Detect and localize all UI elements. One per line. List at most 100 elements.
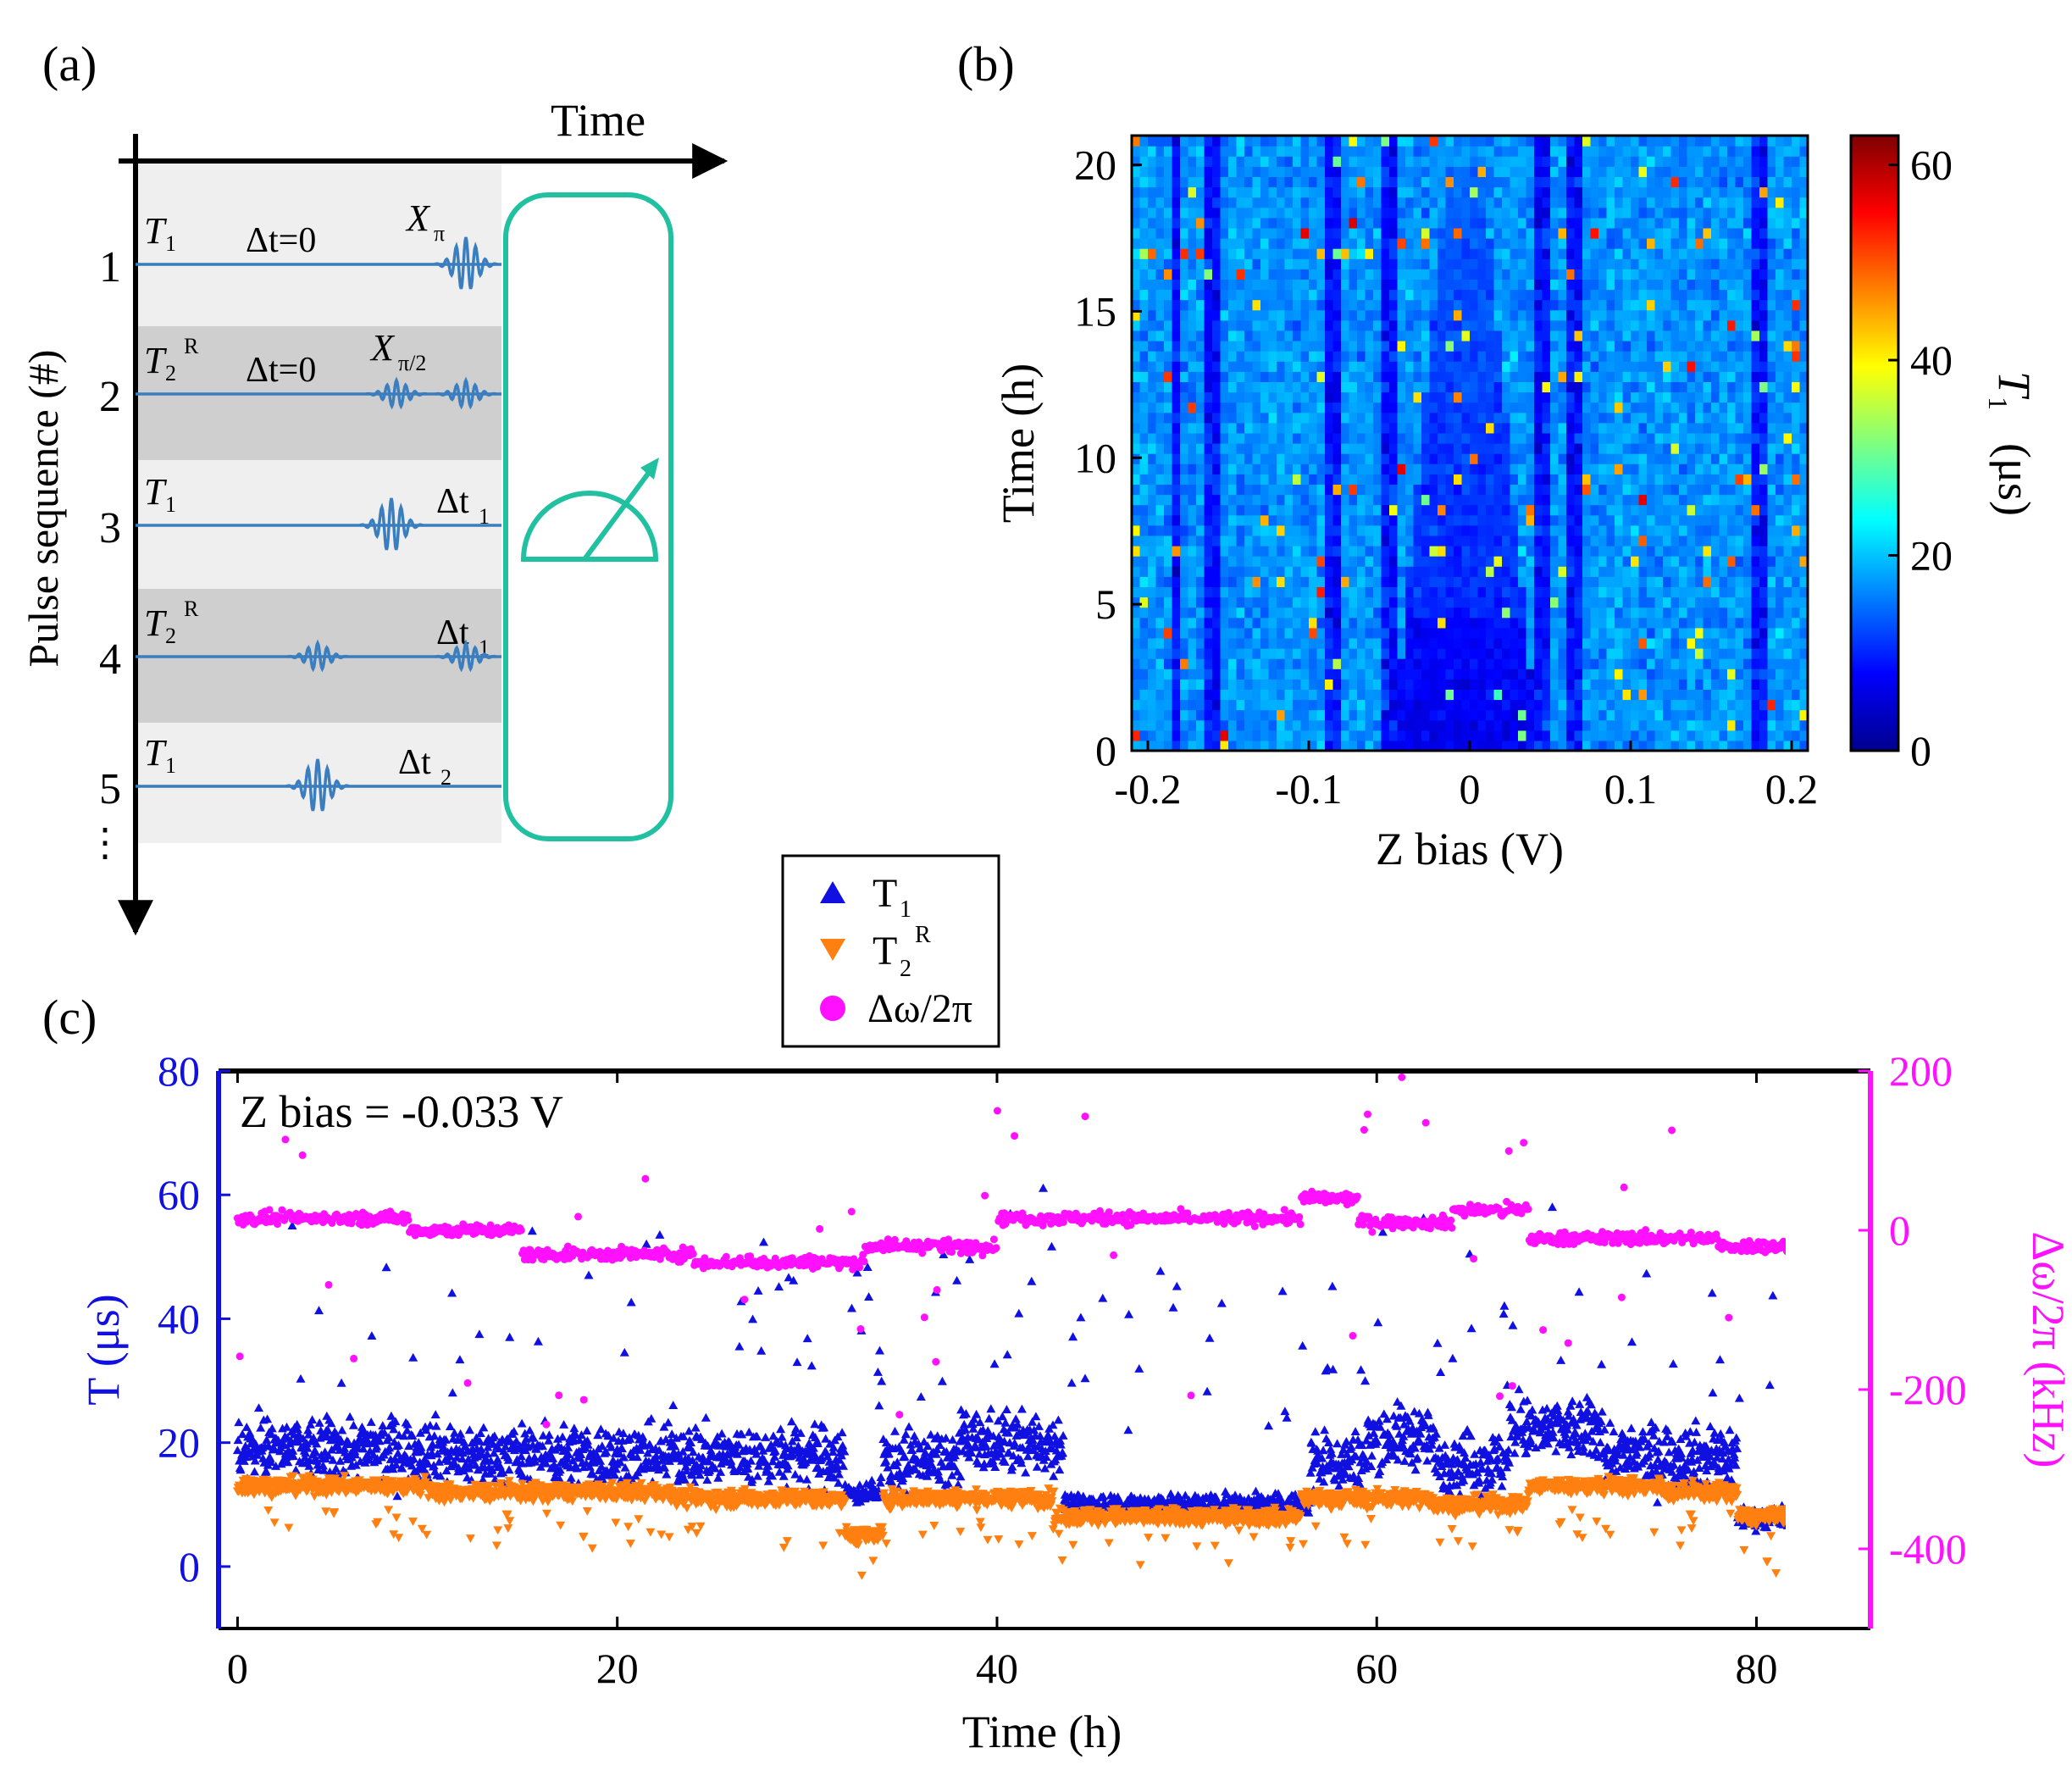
heatmap-cell [1477,586,1487,598]
heatmap-cell [1703,463,1712,474]
heatmap-cell [1405,279,1415,291]
heatmap-cell [1172,402,1181,413]
heatmap-cell [1638,524,1648,536]
heatmap-cell [1445,637,1454,649]
heatmap-cell [1132,679,1141,690]
heatmap-cell [1663,432,1672,444]
heatmap-cell [1397,524,1406,536]
heatmap-cell [1670,371,1680,382]
heatmap-cell [1631,186,1640,198]
heatmap-cell [1413,637,1422,649]
heatmap-cell [1638,514,1648,526]
heatmap-cell [1196,309,1205,321]
heatmap-cell [1776,186,1785,198]
heatmap-cell [1743,494,1753,506]
heatmap-cell [1486,166,1495,177]
heatmap-cell [1477,494,1487,506]
heatmap-cell [1429,371,1438,382]
heatmap-cell [1260,207,1270,219]
heatmap-cell [1615,566,1624,577]
heatmap-cell [1606,156,1615,167]
heatmap-cell [1486,207,1495,219]
heatmap-cell [1172,319,1181,331]
heatmap-cell [1615,351,1624,362]
heatmap-cell [1711,740,1720,752]
heatmap-cell [1679,197,1688,208]
heatmap-cell [1220,669,1229,680]
heatmap-cell [1703,679,1712,690]
heatmap-cell [1164,361,1173,372]
heatmap-cell [1574,341,1583,352]
heatmap-cell [1148,730,1157,741]
heatmap-cell [1687,484,1696,496]
heatmap-cell [1228,719,1238,731]
heatmap-cell [1792,207,1801,219]
heatmap-cell [1332,258,1342,269]
heatmap-cell [1461,484,1471,496]
heatmap-cell [1373,299,1382,311]
heatmap-cell [1477,617,1487,629]
heatmap-cell [1164,679,1173,690]
heatmap-cell [1598,238,1608,249]
heatmap-cell [1767,381,1776,393]
heatmap-cell [1155,402,1165,413]
heatmap-cell [1735,740,1744,752]
heatmap-cell [1325,556,1334,567]
heatmap-cell [1461,146,1471,157]
heatmap-cell [1743,669,1753,680]
heatmap-cell [1438,432,1447,444]
heatmap-cell [1188,361,1197,372]
heatmap-cell [1172,207,1181,219]
heatmap-cell [1558,474,1567,485]
heatmap-cell [1502,648,1511,659]
heatmap-cell [1164,391,1173,403]
heatmap-cell [1638,227,1648,239]
heatmap-cell [1397,679,1406,690]
heatmap-cell [1606,627,1615,639]
heatmap-cell [1783,391,1792,403]
heatmap-cell [1518,217,1527,229]
heatmap-cell [1188,309,1197,321]
heatmap-cell [1413,402,1422,413]
heatmap-cell [1357,156,1366,167]
heatmap-cell [1631,576,1640,587]
heatmap-cell [1309,648,1318,659]
heatmap-cell [1727,524,1737,536]
heatmap-cell [1542,514,1551,526]
heatmap-cell [1518,289,1527,301]
heatmap-cell [1421,627,1431,639]
heatmap-cell [1518,351,1527,362]
heatmap-cell [1405,381,1415,393]
heatmap-cell [1663,484,1672,496]
heatmap-cell [1188,556,1197,567]
heatmap-cell [1252,351,1261,362]
heatmap-cell [1493,279,1503,291]
heatmap-cell [1582,617,1592,629]
heatmap-cell [1277,524,1286,536]
heatmap-cell [1325,381,1334,393]
heatmap-cell [1164,576,1173,587]
heatmap-cell [1711,730,1720,741]
heatmap-cell [1550,402,1560,413]
heatmap-cell [1309,474,1318,485]
heatmap-cell [1461,309,1471,321]
heatmap-cell [1502,669,1511,680]
heatmap-cell [1268,443,1277,454]
heatmap-cell [1357,709,1366,721]
heatmap-cell [1284,371,1294,382]
heatmap-cell [1735,637,1744,649]
heatmap-cell [1502,248,1511,259]
heatmap-cell [1212,514,1222,526]
heatmap-cell [1332,546,1342,557]
heatmap-cell [1719,176,1728,188]
heatmap-cell [1260,279,1270,291]
heatmap-cell [1204,207,1213,219]
heatmap-cell [1534,514,1543,526]
heatmap-cell [1622,371,1632,382]
heatmap-cell [1293,689,1302,701]
heatmap-cell [1703,627,1712,639]
heatmap-cell [1148,689,1157,701]
heatmap-cell [1293,391,1302,403]
heatmap-cell [1647,207,1656,219]
heatmap-cell [1799,248,1809,259]
